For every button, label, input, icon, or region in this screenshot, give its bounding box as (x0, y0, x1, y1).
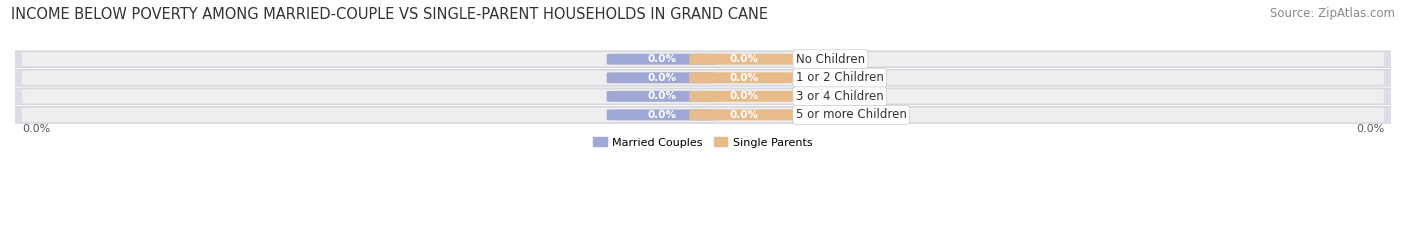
FancyBboxPatch shape (22, 108, 1384, 122)
Text: 3 or 4 Children: 3 or 4 Children (796, 90, 883, 103)
FancyBboxPatch shape (22, 52, 1384, 66)
Legend: Married Couples, Single Parents: Married Couples, Single Parents (589, 133, 817, 152)
FancyBboxPatch shape (689, 72, 800, 83)
FancyBboxPatch shape (606, 72, 717, 83)
FancyBboxPatch shape (22, 71, 1384, 85)
FancyBboxPatch shape (1, 51, 1405, 68)
Text: 5 or more Children: 5 or more Children (796, 108, 907, 121)
Text: 1 or 2 Children: 1 or 2 Children (796, 71, 884, 84)
Text: 0.0%: 0.0% (647, 73, 676, 83)
Text: 0.0%: 0.0% (647, 91, 676, 101)
FancyBboxPatch shape (1, 88, 1405, 105)
FancyBboxPatch shape (689, 54, 800, 65)
Text: Source: ZipAtlas.com: Source: ZipAtlas.com (1270, 7, 1395, 20)
Text: No Children: No Children (796, 53, 865, 66)
FancyBboxPatch shape (606, 110, 717, 120)
FancyBboxPatch shape (689, 91, 800, 102)
Text: 0.0%: 0.0% (730, 91, 759, 101)
FancyBboxPatch shape (1, 69, 1405, 86)
FancyBboxPatch shape (689, 110, 800, 120)
Text: 0.0%: 0.0% (647, 54, 676, 64)
FancyBboxPatch shape (606, 54, 717, 65)
Text: 0.0%: 0.0% (730, 73, 759, 83)
FancyBboxPatch shape (606, 91, 717, 102)
Text: 0.0%: 0.0% (647, 110, 676, 120)
Text: 0.0%: 0.0% (730, 54, 759, 64)
Text: 0.0%: 0.0% (730, 110, 759, 120)
FancyBboxPatch shape (22, 89, 1384, 103)
FancyBboxPatch shape (1, 106, 1405, 123)
Text: 0.0%: 0.0% (22, 124, 51, 134)
Text: 0.0%: 0.0% (1355, 124, 1384, 134)
Text: INCOME BELOW POVERTY AMONG MARRIED-COUPLE VS SINGLE-PARENT HOUSEHOLDS IN GRAND C: INCOME BELOW POVERTY AMONG MARRIED-COUPL… (11, 7, 768, 22)
